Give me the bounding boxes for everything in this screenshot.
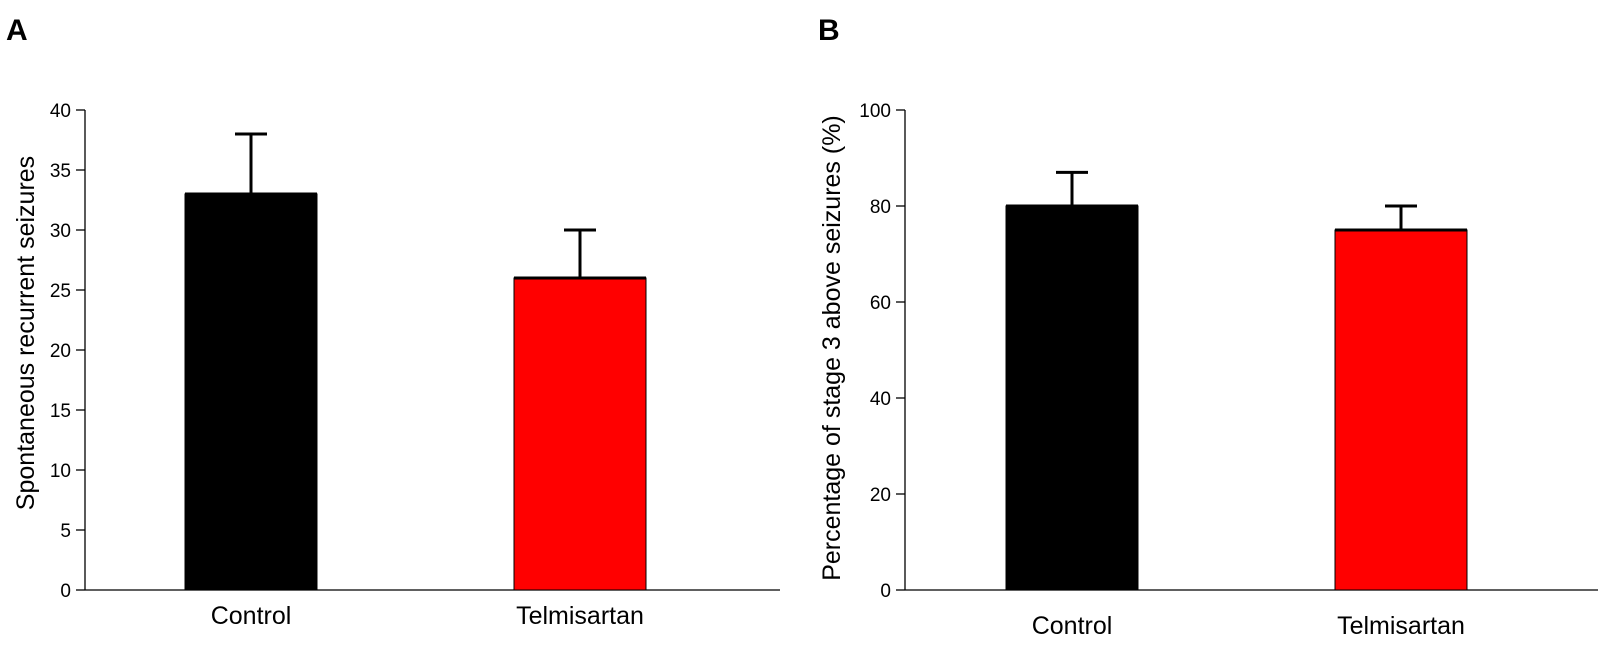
panel-b-bar-control	[1005, 205, 1139, 591]
panel-a-y-tick-label: 0	[60, 581, 71, 602]
panel-b-y-tick-label: 100	[859, 101, 891, 122]
panel-b-letter: B	[818, 14, 840, 47]
panel-b-category-label: Telmisartan	[1337, 612, 1465, 640]
panel-a: A Spontaneous recurrent seizures 0 5 10 15 20 2…	[6, 14, 780, 630]
panel-b-y-tick-label: 60	[870, 293, 891, 314]
panel-a-category-label: Telmisartan	[516, 602, 644, 630]
panel-b-y-axis-title: Percentage of stage 3 above seizures (%)	[818, 115, 846, 581]
panel-a-y-tick-label: 10	[50, 461, 71, 482]
panel-a-y-tick-label: 30	[50, 221, 71, 242]
panel-b-y-tick-label: 20	[870, 485, 891, 506]
panel-a-category-label: Control	[211, 602, 292, 630]
panel-a-letter: A	[6, 14, 28, 47]
panel-a-bar-telmisartan	[513, 277, 647, 591]
panel-a-y-tick-label: 40	[50, 101, 71, 122]
panel-b-bar-telmisartan	[1334, 229, 1468, 591]
panel-a-y-tick-label: 15	[50, 401, 71, 422]
panel-b-y-tick-label: 40	[870, 389, 891, 410]
panel-a-y-tick-label: 35	[50, 161, 71, 182]
panel-a-y-tick-label: 5	[60, 521, 71, 542]
panel-a-y-tick-label: 25	[50, 281, 71, 302]
panel-b-y-tick-label: 80	[870, 197, 891, 218]
panel-b-y-tick-label: 0	[880, 581, 891, 602]
panel-a-y-tick-label: 20	[50, 341, 71, 362]
panel-a-y-axis-title: Spontaneous recurrent seizures	[12, 156, 40, 510]
panel-a-bar-control	[184, 193, 318, 591]
panel-b-category-label: Control	[1032, 612, 1113, 640]
panel-b: B Percentage of stage 3 above seizures (%…	[818, 14, 1598, 640]
